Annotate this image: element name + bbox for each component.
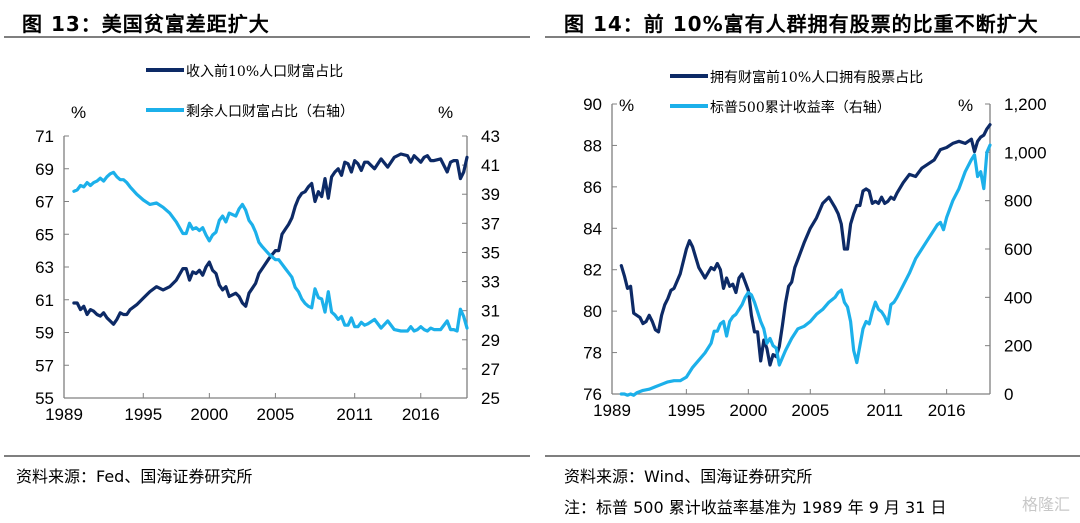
x-tick-label: 2016 <box>402 405 440 424</box>
y-right-tick-label: 1,200 <box>1004 95 1047 114</box>
y-right-tick-label: 1,000 <box>1004 143 1047 162</box>
y-right-tick-label: 0 <box>1004 385 1013 404</box>
y-left-tick-label: 61 <box>35 291 54 310</box>
y-right-tick-label: 29 <box>481 331 500 350</box>
y-left-tick-label: 69 <box>35 160 54 179</box>
legend-label-sp500: 标普500累计收益率（右轴） <box>710 99 891 116</box>
y-right-tick-label: 33 <box>481 273 500 292</box>
legend-label-top10: 收入前10%人口财富占比 <box>186 63 343 80</box>
right-axis-unit: % <box>438 103 453 122</box>
y-right-tick-label: 200 <box>1004 337 1032 356</box>
series-line-dark <box>72 152 469 326</box>
y-left-tick-label: 78 <box>583 344 602 363</box>
x-tick-label: 2011 <box>866 401 903 420</box>
y-left-tick-label: 88 <box>583 136 602 155</box>
y-left-tick-label: 82 <box>583 261 602 280</box>
y-right-tick-label: 600 <box>1004 240 1032 259</box>
legend-label-rest: 剩余人口财富占比（右轴） <box>186 103 354 120</box>
y-right-tick-label: 35 <box>481 243 500 262</box>
left-axis-unit: % <box>619 96 634 115</box>
x-tick-label: 2000 <box>190 405 228 424</box>
watermark-logo: 格隆汇 <box>1021 495 1070 514</box>
left-title-rule <box>4 36 530 38</box>
x-tick-label: 1995 <box>667 401 705 420</box>
y-right-tick-label: 41 <box>481 156 500 175</box>
right-title-rule <box>545 36 1080 38</box>
y-right-tick-label: 27 <box>481 360 500 379</box>
series-line-light <box>619 143 992 397</box>
right-source-rule <box>545 455 1080 457</box>
y-right-tick-label: 800 <box>1004 192 1032 211</box>
right-chart: 拥有财富前10%人口拥有股票占比 标普500累计收益率（右轴） % % 76 78… <box>583 69 1046 420</box>
series-line-dark <box>619 123 992 367</box>
right-source-note: 资料来源：Wind、国海证券研究所 <box>564 467 813 486</box>
legend-label-stockshare: 拥有财富前10%人口拥有股票占比 <box>710 69 923 86</box>
x-tick-label: 1995 <box>124 405 162 424</box>
y-left-tick-label: 57 <box>35 356 54 375</box>
left-axis-unit: % <box>71 103 86 122</box>
y-left-tick-label: 86 <box>583 178 602 197</box>
left-chart-legend: 收入前10%人口财富占比 剩余人口财富占比（右轴） <box>146 63 354 120</box>
x-tick-label: 2016 <box>928 401 966 420</box>
right-figure-title: 图 14：前 10%富有人群拥有股票的比重不断扩大 <box>564 12 1039 36</box>
x-tick-label: 1989 <box>593 401 631 420</box>
x-tick-label: 2005 <box>256 405 294 424</box>
y-left-tick-label: 80 <box>583 302 602 321</box>
y-right-tick-label: 25 <box>481 389 500 408</box>
y-left-tick-label: 59 <box>35 324 54 343</box>
y-right-tick-label: 37 <box>481 214 500 233</box>
y-left-tick-label: 65 <box>35 225 54 244</box>
y-right-tick-label: 43 <box>481 127 500 146</box>
y-left-tick-label: 67 <box>35 193 54 212</box>
x-tick-label: 2000 <box>729 401 767 420</box>
y-left-tick-label: 76 <box>583 385 602 404</box>
y-left-tick-label: 90 <box>583 95 602 114</box>
y-left-tick-label: 55 <box>35 389 54 408</box>
right-axis-unit: % <box>958 96 973 115</box>
left-chart: 收入前10%人口财富占比 剩余人口财富占比（右轴） % % 55 57 59 61 63… <box>35 63 500 424</box>
series-line-light <box>72 170 469 333</box>
y-right-tick-label: 39 <box>481 185 500 204</box>
y-right-tick-label: 400 <box>1004 288 1032 307</box>
x-tick-label: 1989 <box>45 405 83 424</box>
x-tick-label: 2011 <box>336 405 373 424</box>
left-figure-title: 图 13：美国贫富差距扩大 <box>22 12 270 36</box>
left-source-rule <box>4 455 530 457</box>
y-right-tick-label: 31 <box>481 302 500 321</box>
y-left-tick-label: 63 <box>35 258 54 277</box>
right-footnote: 注：标普 500 累计收益率基准为 1989 年 9 月 31 日 <box>564 498 947 517</box>
left-source-note: 资料来源：Fed、国海证券研究所 <box>16 467 253 486</box>
x-tick-label: 2005 <box>791 401 829 420</box>
right-chart-legend: 拥有财富前10%人口拥有股票占比 标普500累计收益率（右轴） <box>670 69 923 116</box>
y-left-tick-label: 71 <box>35 127 54 146</box>
y-left-tick-label: 84 <box>583 219 602 238</box>
